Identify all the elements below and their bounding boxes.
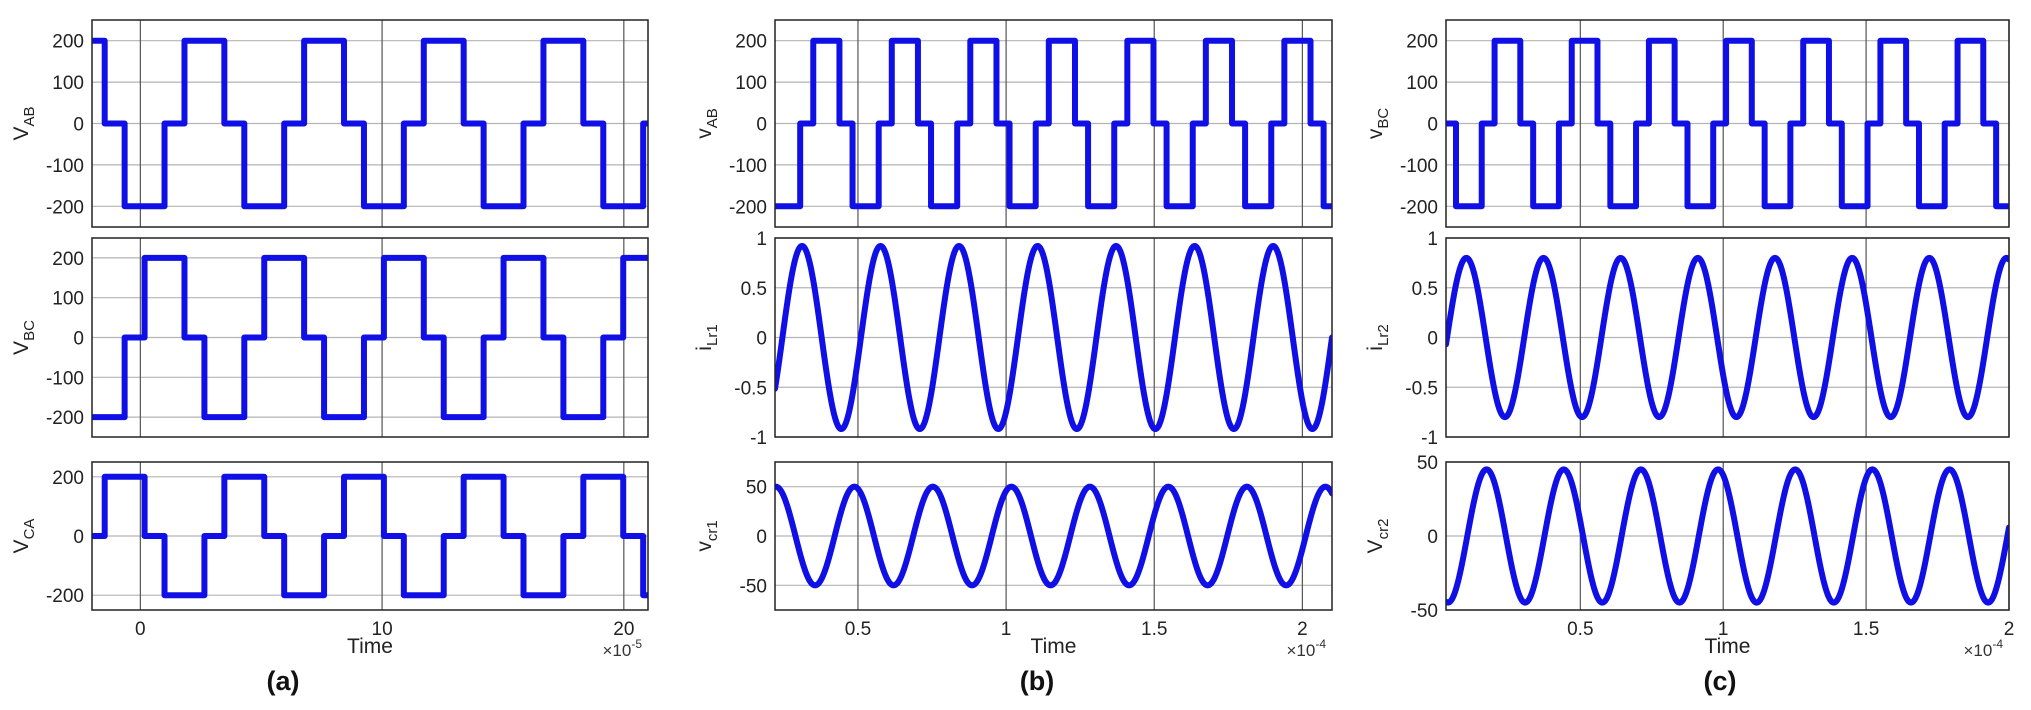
panel-c-vcr2-trace	[1446, 466, 2009, 606]
y-tick-label: 200	[1406, 32, 1438, 53]
axes-frame	[91, 19, 649, 228]
y-tick-label: -200	[1400, 197, 1438, 218]
y-tick-label: 0	[756, 329, 767, 350]
axes-frame	[91, 237, 649, 438]
y-axis-label: iLr1	[693, 324, 721, 350]
y-tick-label: -1	[750, 428, 767, 449]
y-tick-label: 0.5	[1412, 279, 1438, 300]
x-exponent-label: ×10-5	[602, 637, 642, 660]
y-tick-label: 1	[756, 229, 767, 250]
y-tick-label: 200	[52, 249, 84, 270]
y-tick-label: 1	[1427, 229, 1438, 250]
panel-b-vab-trace	[775, 37, 1332, 210]
panel-b-vab-plot: -200 -100 0 100 200 vAB	[693, 19, 1333, 228]
caption-b: (b)	[1020, 666, 1054, 696]
panel-b-ilr1-trace	[775, 242, 1332, 433]
panel-a-vbc-trace	[92, 254, 648, 421]
y-tick-label: 0	[756, 527, 767, 548]
y-axis-label: vcr1	[693, 520, 721, 551]
y-tick-label: -100	[729, 156, 767, 177]
axes-frame	[1445, 19, 2010, 228]
panel-a-vab-trace	[92, 37, 648, 210]
axes-frame	[1445, 237, 2010, 438]
y-tick-label: 200	[52, 32, 84, 53]
y-axis-label: VCA	[10, 519, 38, 554]
y-tick-label: 100	[1406, 73, 1438, 94]
y-tick-label: -200	[46, 197, 84, 218]
panel-a-vab-plot: -200 -100 0 100 200 VAB	[10, 19, 649, 228]
y-tick-label: -200	[729, 197, 767, 218]
y-tick-label: -0.5	[1405, 378, 1438, 399]
panel-a-vca-plot: -200 0 200 VCA 0 10 20 Time ×10-5	[10, 461, 649, 660]
panel-c-ilr2-trace	[1446, 254, 2009, 421]
y-tick-label: -1	[1421, 428, 1438, 449]
y-tick-label: -50	[740, 576, 767, 597]
y-tick-label: 200	[52, 468, 84, 489]
panel-b-vcr1-plot: -50 0 50 vcr1 0.5 1 1.5 2 Time ×10-4	[693, 461, 1333, 660]
x-axis-label: Time	[1705, 635, 1751, 658]
panel-b-vcr1-trace	[775, 483, 1332, 589]
x-tick-label: 10	[372, 619, 393, 640]
axes-frame	[774, 461, 1333, 611]
y-tick-label: 0	[756, 115, 767, 136]
x-axis-label: Time	[1031, 635, 1077, 658]
y-tick-label: 0	[1427, 329, 1438, 350]
y-axis-label: VAB	[10, 106, 38, 140]
y-tick-label: 200	[735, 32, 767, 53]
x-tick-label: 20	[613, 619, 634, 640]
x-tick-label: 0.5	[845, 619, 871, 640]
x-tick-label: 2	[1297, 619, 1308, 640]
y-tick-label: -100	[46, 368, 84, 389]
axes-frame	[91, 461, 649, 611]
y-tick-label: -200	[46, 586, 84, 607]
x-tick-label: 0.5	[1567, 619, 1593, 640]
y-tick-label: -0.5	[734, 378, 767, 399]
y-tick-label: 50	[1417, 453, 1438, 474]
y-tick-label: 100	[52, 289, 84, 310]
caption-a: (a)	[267, 666, 300, 696]
y-axis-label: vBC	[1364, 108, 1392, 140]
y-tick-label: 0	[1427, 527, 1438, 548]
axes-frame	[774, 237, 1333, 438]
y-tick-label: -200	[46, 408, 84, 429]
x-axis-label: Time	[347, 635, 393, 658]
panel-a-vca-trace	[92, 473, 648, 599]
y-tick-label: 0	[1427, 115, 1438, 136]
x-tick-label: 0	[135, 619, 146, 640]
panel-c-vcr2-plot: -50 0 50 Vcr2 0.5 1 1.5 2 Time ×10-4	[1364, 453, 2014, 660]
y-tick-label: -100	[1400, 156, 1438, 177]
y-axis-label: Vcr2	[1364, 519, 1392, 554]
panel-c-ilr2-plot: -1 -0.5 0 0.5 1 iLr2	[1364, 229, 2010, 449]
x-tick-label: 1.5	[1853, 619, 1879, 640]
y-axis-label: VBC	[10, 320, 38, 355]
y-axis-label: iLr2	[1364, 324, 1392, 350]
x-tick-label: 1	[1718, 619, 1729, 640]
y-tick-label: 50	[746, 478, 767, 499]
y-tick-label: 100	[735, 73, 767, 94]
x-exponent-label: ×10-4	[1286, 637, 1326, 660]
y-tick-label: 0	[73, 329, 84, 350]
y-axis-label: vAB	[693, 108, 721, 139]
panel-b-ilr1-plot: -1 -0.5 0 0.5 1 iLr1	[693, 229, 1333, 449]
axes-frame	[774, 19, 1333, 228]
y-tick-label: -100	[46, 156, 84, 177]
y-tick-label: 0	[73, 527, 84, 548]
x-tick-label: 2	[2004, 619, 2015, 640]
panel-c-vbc-trace	[1446, 37, 2009, 210]
panel-a-vbc-plot: -200 -100 0 100 200 VBC	[10, 237, 649, 438]
y-tick-label: 100	[52, 73, 84, 94]
y-tick-label: 0.5	[741, 279, 767, 300]
x-tick-label: 1	[1001, 619, 1012, 640]
y-tick-label: -50	[1411, 601, 1438, 622]
x-exponent-label: ×10-4	[1963, 637, 2003, 660]
x-tick-label: 1.5	[1141, 619, 1167, 640]
y-tick-label: 0	[73, 115, 84, 136]
panel-c-vbc-plot: -200 -100 0 100 200 vBC	[1364, 19, 2010, 228]
axes-frame	[1445, 461, 2010, 611]
caption-c: (c)	[1704, 666, 1737, 696]
